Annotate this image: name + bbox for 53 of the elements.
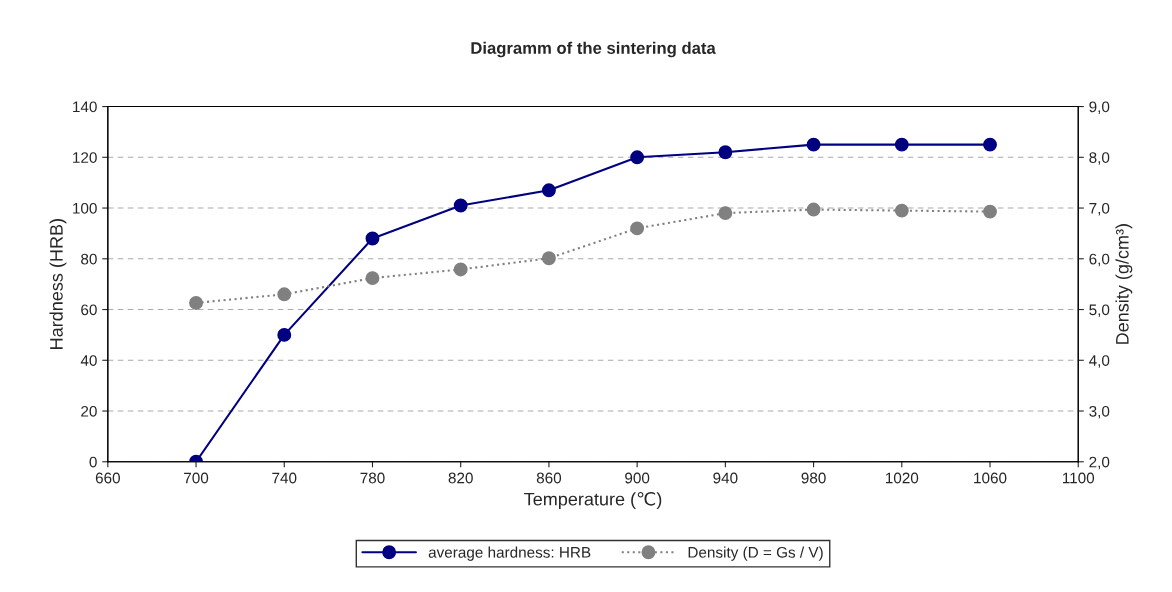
x-tick-label: 1100 [1062, 472, 1095, 484]
point [541, 251, 556, 266]
x-tick-label: 980 [801, 472, 826, 484]
y2-tick-label: 9,0 [1089, 101, 1110, 115]
y2-tick-label: 8,0 [1089, 152, 1110, 165]
y-tick-label: 60 [81, 304, 97, 316]
y-tick-label: 0 [89, 456, 97, 468]
y2-tick-label: 4,0 [1089, 355, 1110, 368]
y2-tick-label: 2,0 [1089, 456, 1110, 470]
y-tick-label: 140 [73, 101, 97, 113]
point [983, 137, 997, 152]
x-tick-label: 780 [360, 472, 385, 484]
y-axis-title: Hardness (HRB) [49, 219, 67, 349]
y-tick-label: 80 [81, 253, 97, 265]
x-tick-label: 820 [448, 472, 473, 484]
y2-tick-label: 7,0 [1089, 202, 1110, 216]
x-tick-label: 1020 [885, 472, 919, 484]
point [983, 204, 997, 219]
point [541, 183, 556, 198]
x-tick-label: 860 [536, 472, 562, 484]
point [453, 198, 468, 213]
point [806, 202, 821, 217]
y2-tick-label: 3,0 [1089, 405, 1110, 419]
point [365, 271, 380, 286]
point [189, 295, 203, 310]
point [894, 137, 909, 152]
x-tick-label: 660 [95, 472, 120, 484]
point [894, 203, 909, 218]
chart-title: Diagramm of the sintering data [471, 41, 716, 58]
y2-tick-label: 6,0 [1089, 253, 1110, 267]
x-tick-label: 700 [184, 472, 209, 484]
y-tick-label: 40 [80, 355, 97, 366]
point [365, 231, 380, 246]
y-tick-label: 100 [73, 202, 97, 214]
point [453, 262, 468, 277]
point [630, 150, 645, 165]
y-tick-label: 20 [81, 405, 97, 417]
y2-axis-title: Density (g/cm³) [1115, 224, 1133, 344]
x-axis-title: Temperature (℃) [524, 491, 662, 510]
point [630, 221, 645, 236]
point [277, 327, 292, 342]
x-tick-label: 900 [625, 472, 650, 484]
legend-label: Density (D = Gs / V) [688, 546, 823, 561]
point [718, 145, 733, 160]
y-tick-label: 120 [73, 152, 97, 163]
point [718, 206, 733, 221]
x-tick-label: 740 [272, 472, 297, 484]
point [806, 137, 821, 152]
x-tick-label: 1060 [974, 472, 1007, 484]
point [277, 287, 292, 302]
x-tick-label: 940 [713, 472, 738, 484]
y2-tick-label: 5,0 [1089, 304, 1110, 318]
legend-label: average hardness: HRB [428, 546, 591, 561]
